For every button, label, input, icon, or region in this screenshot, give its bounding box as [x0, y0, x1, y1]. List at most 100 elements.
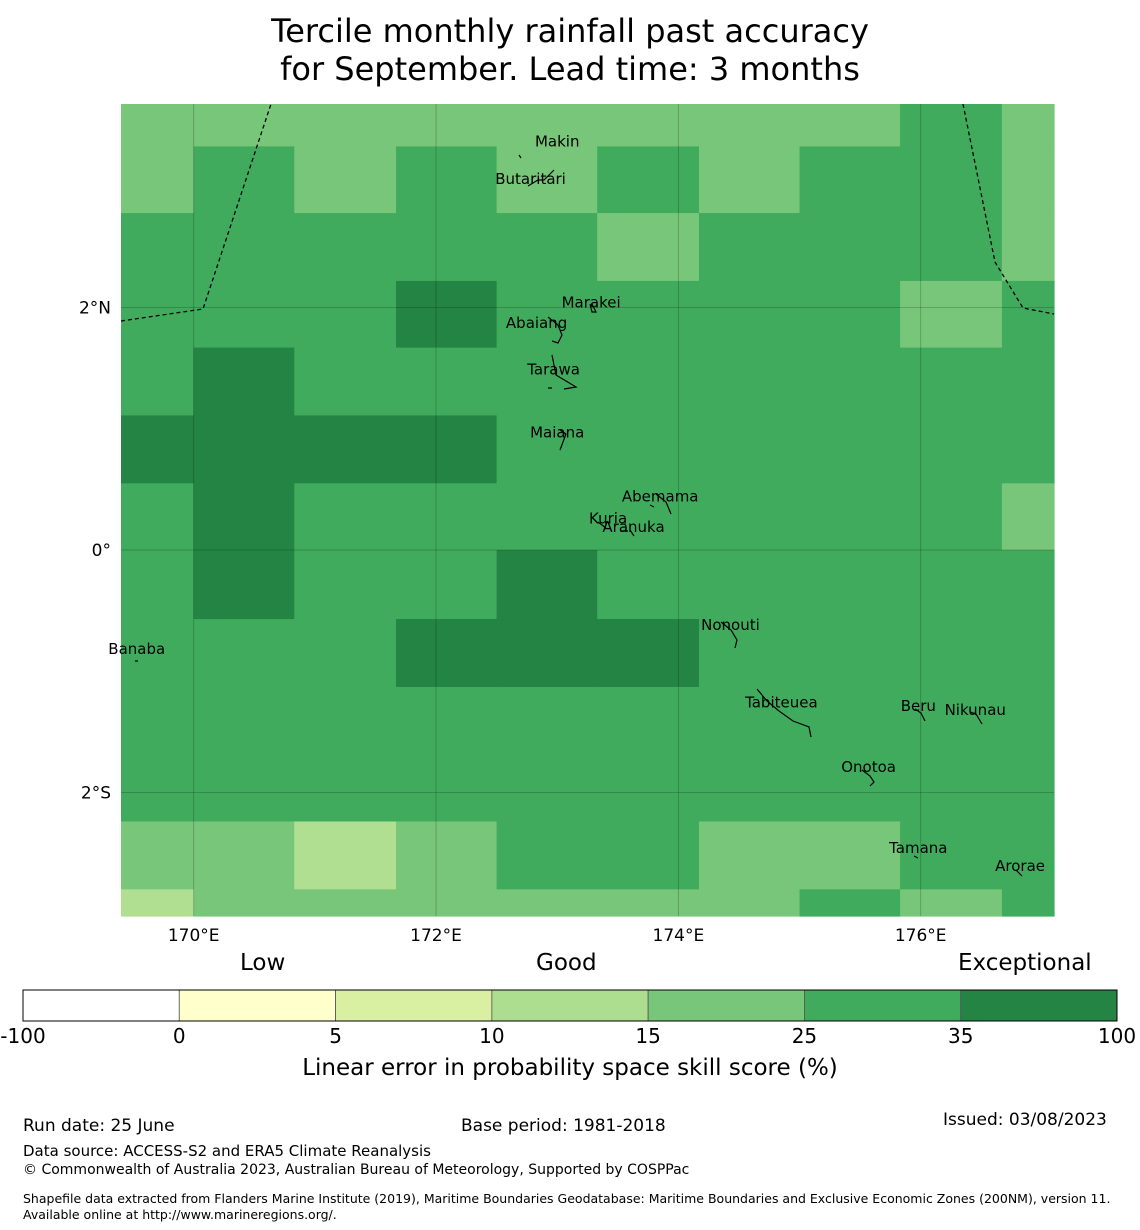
grid-cell [193, 549, 295, 620]
grid-cell [496, 821, 598, 890]
lon-tick-label: 174°E [653, 926, 705, 946]
grid-cell [193, 619, 295, 688]
grid-cell [799, 280, 901, 349]
skill-grid [121, 104, 1055, 917]
grid-cell [1001, 146, 1055, 214]
grid-cell [799, 753, 901, 823]
grid-cell [121, 753, 195, 823]
grid-cell [193, 213, 295, 282]
grid-cell [799, 549, 901, 620]
island-outline [527, 169, 555, 187]
legend-axis-label: Linear error in probability space skill … [302, 1055, 838, 1081]
grid-cell [900, 889, 1003, 917]
island-outline [589, 303, 597, 313]
base-period: Base period: 1981-2018 [461, 1116, 666, 1136]
grid-cell [496, 549, 598, 620]
island-label-arorae: Arorae [995, 857, 1045, 875]
skill-score-map: Makin Butaritari Marakei Abaiang Tarawa Maian… [79, 103, 1055, 946]
grid-cell [121, 415, 195, 484]
island-outline [548, 354, 578, 390]
grid-cell [396, 821, 498, 890]
island-outline [547, 316, 563, 344]
grid-cell [597, 549, 700, 620]
grid-cell [698, 280, 801, 349]
grid-cell [698, 549, 801, 620]
colorbar-tick-label: 100 [1097, 1024, 1137, 1048]
grid-cell [799, 821, 901, 890]
grid-cell [698, 347, 801, 417]
grid-cell [799, 104, 901, 148]
grid-cell [193, 280, 295, 349]
grid-cell [121, 104, 195, 148]
colorbar-tick-label: 5 [329, 1024, 342, 1048]
grid-cell [496, 686, 598, 755]
lon-tick-label: 172°E [410, 926, 462, 946]
grid-cell [496, 415, 598, 484]
grid-cell [597, 415, 700, 484]
colorbar-bin [647, 989, 805, 1022]
grid-cell [900, 549, 1003, 620]
grid-cell [597, 483, 700, 551]
colorbar-bin [491, 989, 649, 1022]
grid-cell [294, 821, 397, 890]
grid-cell [294, 686, 397, 755]
grid-cell [396, 104, 498, 148]
grid-cell [396, 686, 498, 755]
grid-cell [193, 347, 295, 417]
colorbar-bin [335, 989, 493, 1022]
map-title-line-1: Tercile monthly rainfall past accuracy [271, 12, 869, 50]
grid-cell [597, 347, 700, 417]
grid-cell [496, 280, 598, 349]
grid-cell [294, 889, 397, 917]
grid-cell [698, 146, 801, 214]
island-label-beru: Beru [901, 697, 936, 715]
grid-cell [294, 549, 397, 620]
shapefile-credit: Shapefile data extracted from Flanders M… [23, 1191, 1111, 1222]
island-label-abemama: Abemama [622, 488, 699, 506]
grid-cell [496, 753, 598, 823]
grid-cell [121, 889, 195, 917]
lon-tick-label: 170°E [168, 926, 220, 946]
eez-boundary-east [962, 103, 1055, 315]
island-labels: Makin Butaritari Marakei Abaiang Tarawa Maian… [108, 132, 1045, 875]
grid-cell [121, 619, 195, 688]
island-label-marakei: Marakei [562, 294, 621, 312]
island-label-tarawa: Tarawa [526, 360, 580, 378]
grid-cell [1001, 619, 1055, 688]
island-label-tabiteuea: Tabiteuea [744, 694, 818, 712]
run-date: Run date: 25 June [23, 1116, 175, 1136]
grid-cell [698, 889, 801, 917]
grid-cell [193, 686, 295, 755]
grid-cell [597, 280, 700, 349]
grid-cell [396, 280, 498, 349]
grid-cell [294, 213, 397, 282]
grid-cell [1001, 753, 1055, 823]
grid-cell [496, 347, 598, 417]
grid-cell [900, 483, 1003, 551]
grid-cell [121, 213, 195, 282]
island-outline [597, 521, 607, 529]
grid-cell [294, 483, 397, 551]
grid-cell [294, 619, 397, 688]
colorbar-bin [22, 989, 180, 1022]
grid-cell [900, 347, 1003, 417]
grid-cell [193, 483, 295, 551]
grid-cell [799, 619, 901, 688]
island-outline [1015, 869, 1023, 877]
grid-cell [1001, 483, 1055, 551]
grid-cell [193, 889, 295, 917]
colorbar-frame [22, 989, 1118, 1022]
grid-cell [698, 483, 801, 551]
issued-date: Issued: 03/08/2023 [943, 1110, 1107, 1130]
eez-boundaries [120, 103, 1055, 322]
island-outline [756, 688, 812, 738]
grid-cell [396, 347, 498, 417]
grid-cell [496, 619, 598, 688]
grid-cell [396, 753, 498, 823]
grid-cell [396, 483, 498, 551]
grid-cell [294, 280, 397, 349]
grid-cell [698, 619, 801, 688]
grid-cell [193, 753, 295, 823]
lon-tick-label: 176°E [895, 926, 947, 946]
colorbar-tick-label: -100 [0, 1024, 46, 1048]
